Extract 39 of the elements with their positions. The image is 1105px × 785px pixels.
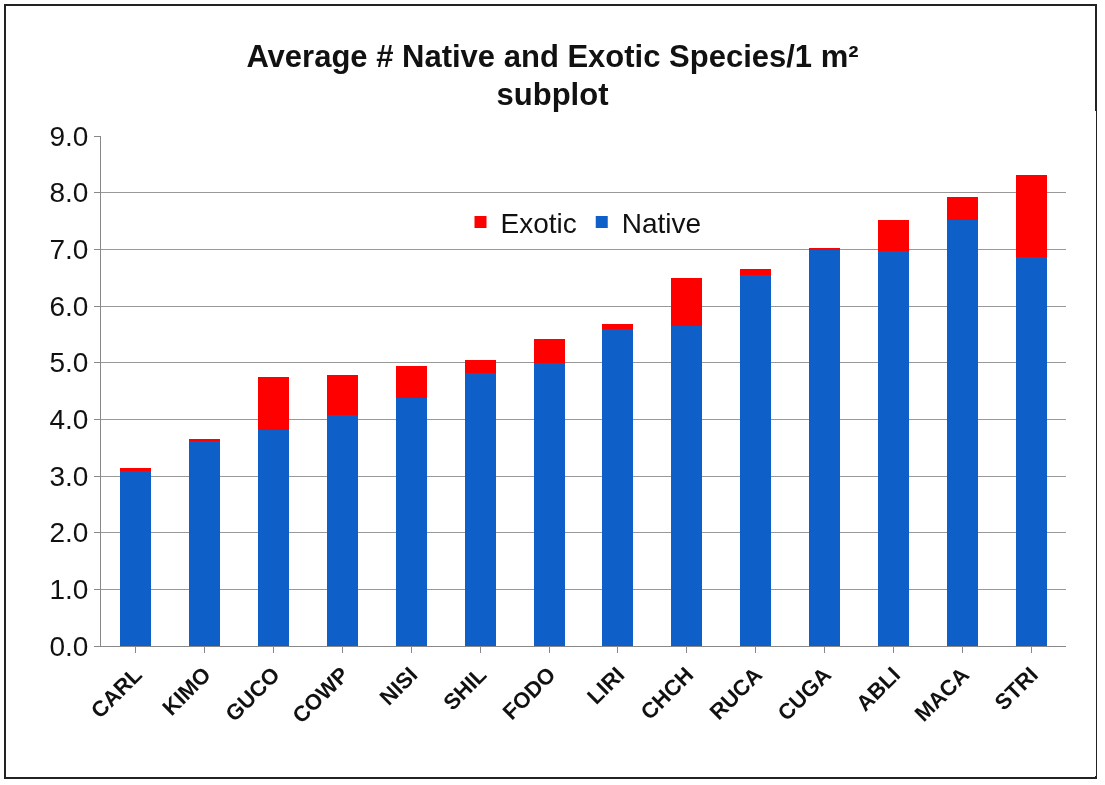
bar — [1016, 256, 1048, 646]
chart-title: Average # Native and Exotic Species/1 m² subplot — [245, 38, 860, 114]
y-tick-label: 2.0 — [49, 517, 89, 549]
y-tick-label: 3.0 — [49, 460, 89, 492]
y-tick-label: 9.0 — [49, 120, 89, 152]
bar — [257, 429, 289, 646]
bar — [740, 269, 772, 275]
bar — [464, 359, 496, 373]
y-tick-label: 5.0 — [49, 347, 89, 379]
bar — [533, 338, 565, 363]
y-tick-label: 0.0 — [49, 630, 89, 662]
y-tick-label: 8.0 — [49, 177, 89, 209]
bar — [878, 219, 910, 252]
bar — [947, 197, 979, 220]
bar — [947, 219, 979, 646]
bar — [671, 277, 703, 326]
bar — [188, 440, 220, 646]
y-tick-label: 6.0 — [49, 290, 89, 322]
bar — [602, 328, 634, 646]
legend-label: Exotic — [500, 207, 577, 239]
bar — [1016, 174, 1048, 257]
legend-label: Native — [621, 207, 702, 239]
bar — [671, 325, 703, 646]
bar — [809, 249, 841, 646]
bar — [464, 372, 496, 646]
bar — [533, 362, 565, 646]
bar — [395, 397, 427, 646]
bar — [602, 324, 634, 329]
y-tick-label: 1.0 — [49, 574, 89, 606]
y-tick-label: 7.0 — [49, 234, 89, 266]
bar — [740, 274, 772, 646]
bar — [878, 251, 910, 646]
bar — [395, 365, 427, 398]
bar — [257, 376, 289, 430]
bar — [326, 414, 358, 646]
bar — [326, 375, 358, 415]
bar — [119, 471, 151, 646]
x-tick-label: SHIL — [438, 662, 492, 716]
y-tick-label: 4.0 — [49, 404, 89, 436]
